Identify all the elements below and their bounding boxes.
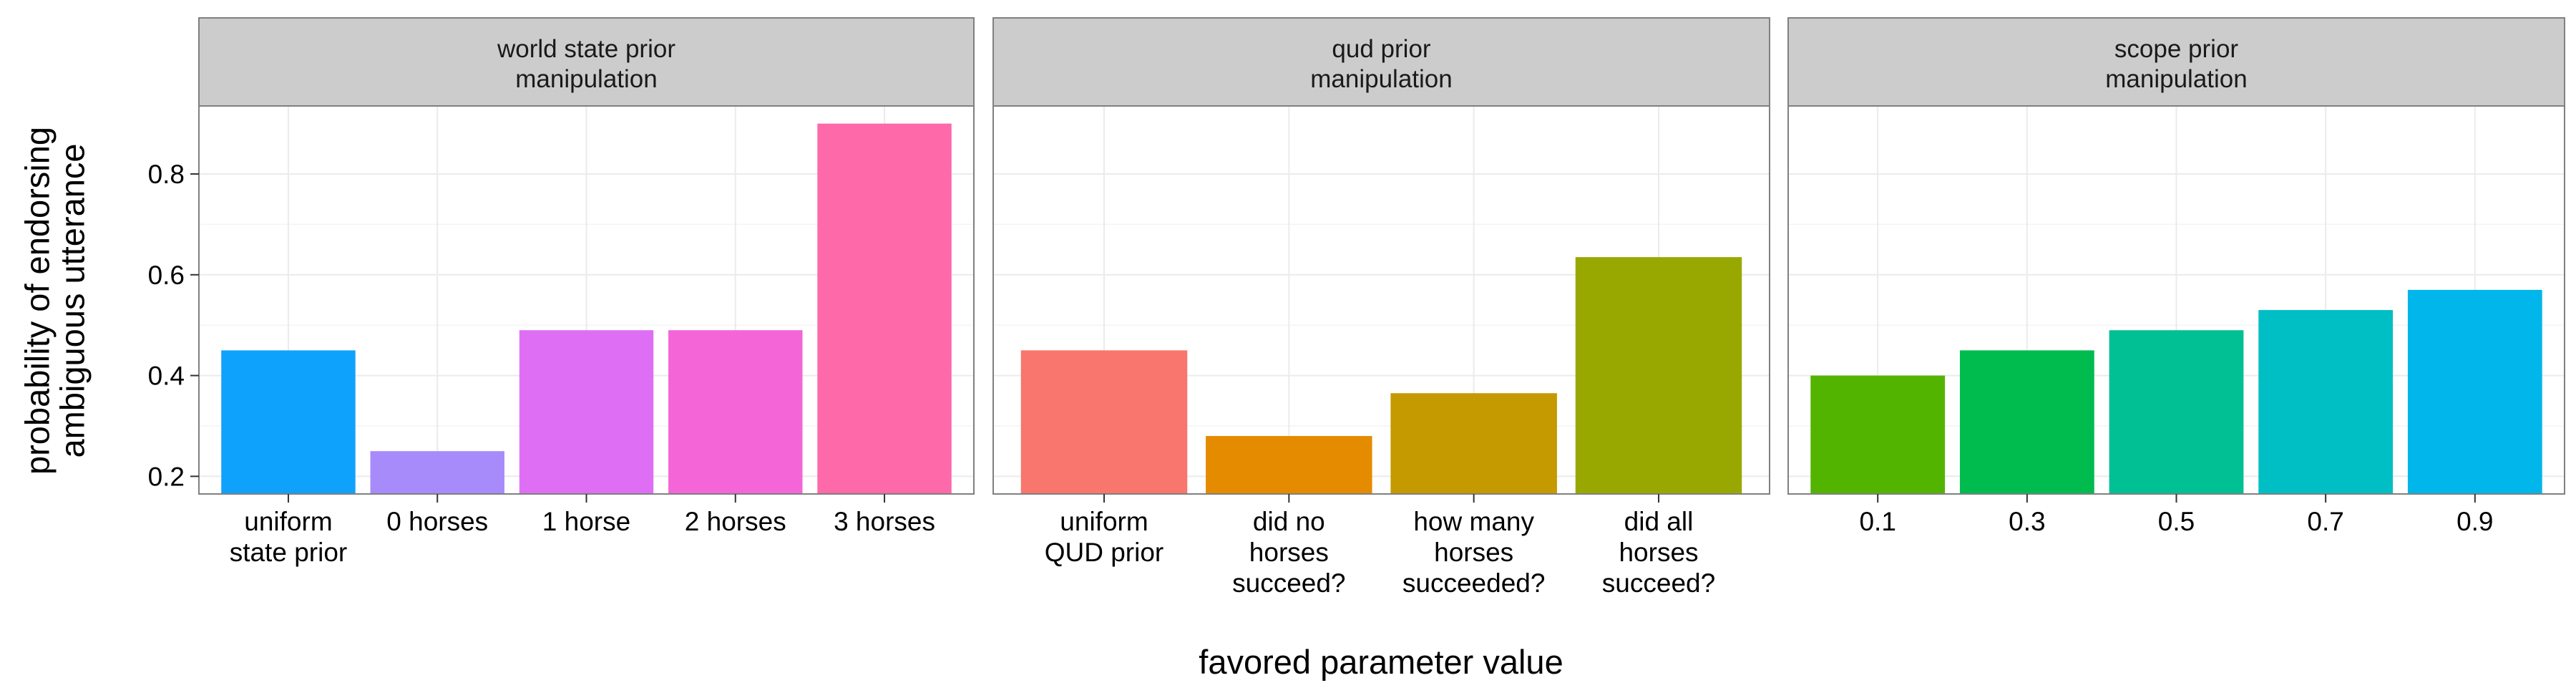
bar [370, 451, 504, 494]
panel-border [992, 105, 1770, 495]
x-tick-label: 0.1 [1859, 507, 1896, 536]
bar [817, 123, 952, 495]
x-tick-label: did all horses succeed? [1602, 507, 1715, 598]
x-tick-label: 0 horses [386, 507, 488, 536]
x-tick-label: 2 horses [685, 507, 786, 536]
bar [2109, 330, 2244, 494]
x-tick-label: 0.5 [2158, 507, 2195, 536]
facet-strip [992, 17, 1770, 107]
facet-strip [1787, 17, 2565, 107]
facet-panel: scope prior manipulation 0.1 0.3 0.5 0.7 0.9 [1787, 17, 2565, 536]
bar [1390, 393, 1557, 494]
x-tick-label: 0.3 [2009, 507, 2045, 536]
bar [1959, 350, 2094, 494]
y-axis-title: probability of endorsingambiguous uttera… [18, 127, 91, 475]
bar [668, 330, 803, 494]
bar [1810, 375, 1946, 494]
x-tick-label: did no horses succeed? [1232, 507, 1345, 598]
facet-strip-label: qud prior manipulation [1310, 35, 1452, 93]
y-tick-label: 0.6 [148, 261, 185, 290]
y-tick-label: 0.4 [148, 362, 185, 391]
x-tick-label: 0.7 [2307, 507, 2343, 536]
bar [1206, 436, 1372, 494]
x-tick-label: uniform state prior [230, 507, 348, 567]
facet-strip-label: world state prior manipulation [497, 35, 675, 93]
y-tick-label: 0.8 [148, 160, 185, 189]
bar [2407, 289, 2542, 494]
bar [221, 350, 356, 494]
facet-panel: qud prior manipulation uniform QUD prior did… [992, 17, 1770, 598]
facet-strip [198, 17, 975, 107]
x-axis-title: favored parameter value [1199, 643, 1563, 681]
bar [2258, 310, 2394, 494]
y-tick-label: 0.2 [148, 462, 185, 491]
facet-panel: world state prior manipulation uniform stat… [198, 17, 975, 567]
x-tick-label: 1 horse [542, 507, 630, 536]
facet-strip-label: scope prior manipulation [2105, 35, 2247, 93]
x-tick-label: uniform QUD prior [1045, 507, 1164, 567]
y-axis: 0.2 0.4 0.6 0.8 [148, 160, 199, 491]
bar [1575, 257, 1742, 494]
bar [519, 330, 654, 494]
panels-layer: world state prior manipulation uniform stat… [198, 17, 2565, 598]
y-axis-title-line: ambiguous utterance [54, 144, 92, 458]
bar [1020, 350, 1188, 494]
x-tick-label: 0.9 [2457, 507, 2493, 536]
x-tick-label: how many horses succeeded? [1402, 507, 1546, 598]
x-tick-label: 3 horses [834, 507, 935, 536]
y-axis-title-line: probability of endorsing [18, 127, 56, 475]
